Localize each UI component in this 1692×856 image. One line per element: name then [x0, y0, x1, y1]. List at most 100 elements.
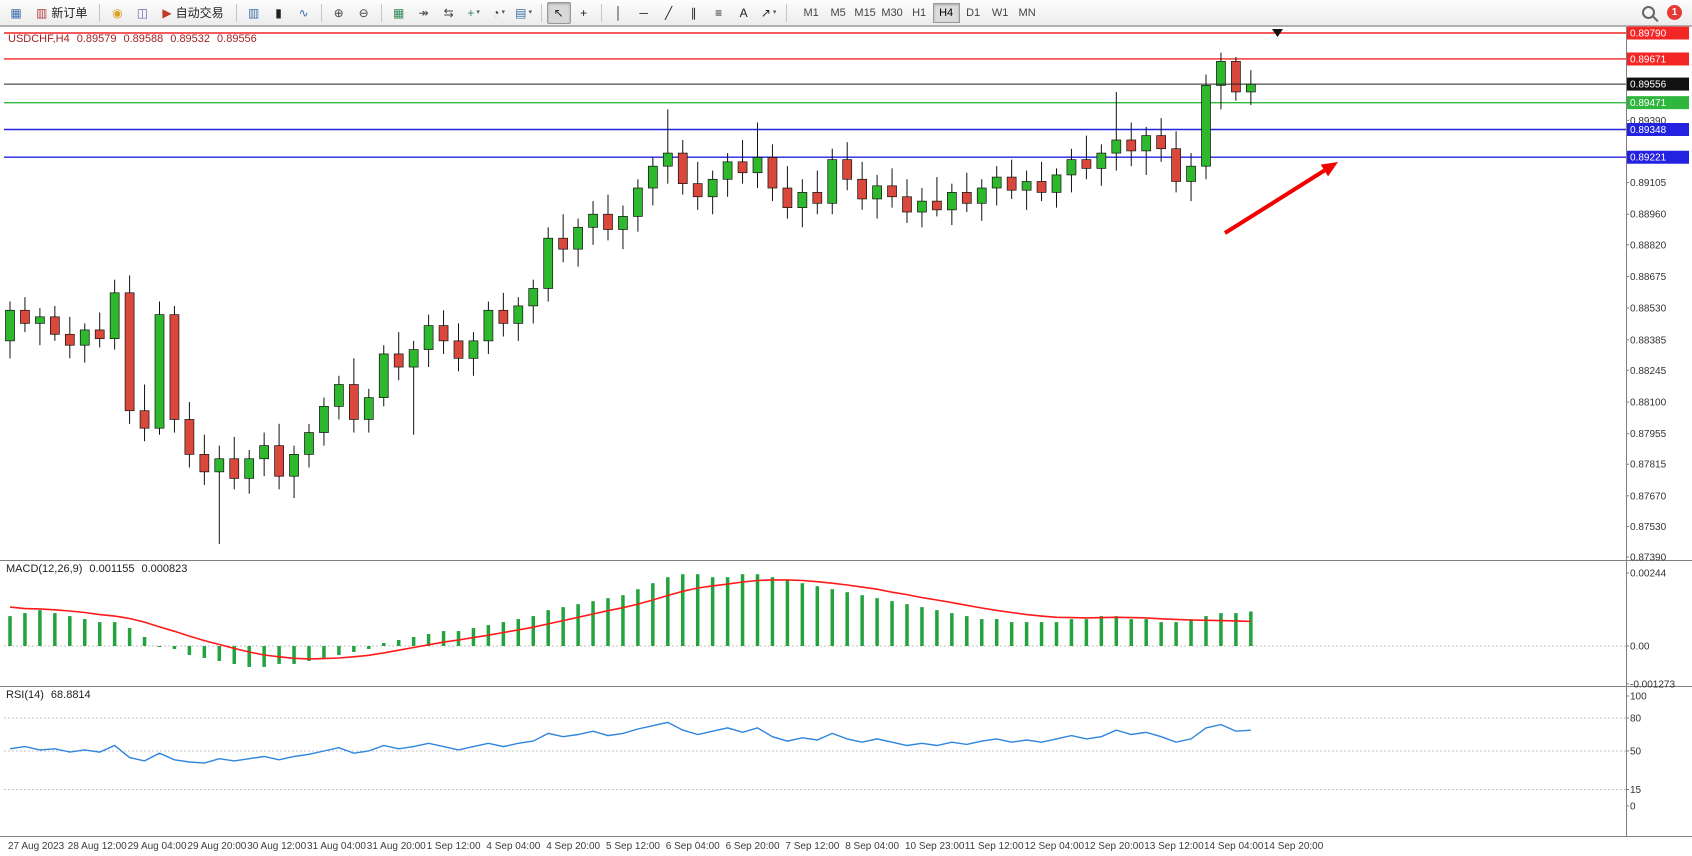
svg-text:0.88675: 0.88675	[1630, 272, 1667, 283]
fibonacci-icon[interactable]: ≡	[707, 2, 731, 24]
templates-icon[interactable]: ▤ ▾	[512, 2, 536, 24]
horizontal-lines[interactable]	[4, 32, 1626, 158]
timeframe-m30[interactable]: M30	[881, 6, 903, 19]
periods-icon-dropdown[interactable]: ▾	[501, 9, 505, 16]
low-value: 0.89532	[170, 33, 211, 45]
chart-shift-marker[interactable]	[1272, 29, 1283, 37]
timeframe-h1[interactable]: H1	[912, 6, 927, 19]
candlesticks	[5, 52, 1256, 544]
macd-panel: 0.00244 0.00 -0.001273	[4, 569, 1675, 691]
indicators-icon-dropdown[interactable]: ▾	[476, 9, 480, 16]
timeframe-mn[interactable]: MN	[1018, 6, 1036, 19]
autotrading-play-icon: ▶	[162, 5, 172, 20]
svg-text:0.88100: 0.88100	[1630, 397, 1667, 408]
notification-badge[interactable]: 1	[1667, 5, 1682, 20]
zoom-out-icon[interactable]: ⊖	[352, 2, 376, 24]
macd-signal-line	[9, 579, 1251, 660]
svg-text:0.89390: 0.89390	[1630, 116, 1667, 127]
svg-text:7 Sep 12:00: 7 Sep 12:00	[785, 841, 839, 852]
indicators-icon: +	[467, 5, 475, 20]
svg-text:0.89671: 0.89671	[1630, 54, 1667, 65]
indicators-icon[interactable]: + ▾	[462, 2, 486, 24]
svg-text:1 Sep 12:00: 1 Sep 12:00	[427, 841, 481, 852]
svg-text:0.89471: 0.89471	[1630, 98, 1667, 109]
svg-text:0.89348: 0.89348	[1630, 125, 1667, 136]
timeframe-d1[interactable]: D1	[966, 6, 981, 19]
rsi-line	[9, 721, 1251, 764]
chart-shift-icon[interactable]: ⇆	[437, 2, 461, 24]
timeframe-m1[interactable]: M1	[803, 6, 819, 19]
cursor-icon[interactable]: ↖	[546, 1, 571, 24]
text-label-icon[interactable]: A	[732, 2, 756, 24]
svg-text:0.87390: 0.87390	[1630, 553, 1667, 564]
svg-text:0.00244: 0.00244	[1630, 569, 1667, 580]
new-chart-icon[interactable]: ▦	[4, 2, 28, 24]
equidistant-channel-icon[interactable]: ∥	[682, 2, 706, 24]
svg-text:100: 100	[1630, 692, 1647, 703]
svg-text:0.88530: 0.88530	[1630, 304, 1667, 315]
templates-icon: ▤	[515, 5, 527, 20]
zoom-out-icon: ⊖	[358, 5, 369, 20]
candlestick-mode-icon[interactable]: ▮	[267, 2, 291, 24]
high-value: 0.89588	[123, 33, 164, 45]
crosshair-icon[interactable]: +	[572, 2, 596, 24]
line-chart-mode-icon[interactable]: ∿	[292, 2, 316, 24]
rsi-title: RSI(14)	[6, 689, 44, 701]
periods-icon: ◔	[492, 5, 500, 20]
vertical-line-icon[interactable]: │	[607, 2, 631, 24]
bar-chart-mode-icon[interactable]: ▥	[242, 2, 266, 24]
time-axis[interactable]: 27 Aug 2023 28 Aug 12:00 29 Aug 04:00 29 Au…	[8, 841, 1324, 852]
trend-arrow[interactable]	[1223, 162, 1338, 235]
order-ticket-icon: ▥	[36, 5, 48, 20]
fibonacci-icon: ≡	[715, 5, 723, 20]
templates-icon-dropdown[interactable]: ▾	[528, 9, 533, 16]
macd-title: MACD(12,26,9)	[6, 563, 83, 575]
arrows-icon[interactable]: ↗ ▾	[757, 2, 781, 24]
current-price-line: 0.89556	[4, 77, 1689, 91]
price-axis[interactable]: 0.89390 0.89105 0.88960 0.88820 0.88675 0.885…	[1626, 26, 1689, 564]
timeframe-m15[interactable]: M15	[854, 6, 876, 19]
svg-text:4 Sep 04:00: 4 Sep 04:00	[486, 841, 540, 852]
svg-text:80: 80	[1630, 714, 1642, 725]
tile-windows-icon[interactable]: ▦	[387, 2, 411, 24]
svg-text:5 Sep 12:00: 5 Sep 12:00	[606, 841, 660, 852]
svg-text:29 Aug 20:00: 29 Aug 20:00	[187, 841, 246, 852]
timeframe-h4[interactable]: H4	[932, 2, 960, 23]
auto-scroll-icon[interactable]: ↠	[412, 2, 436, 24]
market-watch-icon[interactable]: ◉	[105, 2, 129, 24]
periods-icon[interactable]: ◔ ▾	[487, 2, 511, 24]
data-window-icon[interactable]: ◫	[130, 2, 154, 24]
main-toolbar: ▦ ▥ 新订单 ◉ ◫ ▶ 自动交易 ▥ ▮ ∿ ⊕ ⊖ ▦ ↠ ⇆ + ▾ ◔ ▾ ▤ ▾ ↖ + │ ─ ╱ ∥ ≡ A ↗ ▾ M1 M5…	[0, 0, 1692, 26]
auto-scroll-icon: ↠	[418, 5, 429, 20]
new-order-button-label: 新订单	[51, 6, 88, 20]
toolbar-separator	[380, 3, 382, 22]
timeframe-m5[interactable]: M5	[830, 6, 846, 19]
svg-text:27 Aug 2023: 27 Aug 2023	[8, 841, 65, 852]
svg-text:0.88820: 0.88820	[1630, 240, 1667, 251]
zoom-in-icon[interactable]: ⊕	[327, 2, 351, 24]
svg-text:28 Aug 12:00: 28 Aug 12:00	[68, 841, 127, 852]
svg-text:0.88385: 0.88385	[1630, 335, 1667, 346]
svg-text:50: 50	[1630, 747, 1642, 758]
svg-text:13 Sep 12:00: 13 Sep 12:00	[1144, 841, 1204, 852]
new-order-button[interactable]: ▥ 新订单	[29, 2, 94, 24]
search-icon[interactable]	[1642, 6, 1655, 19]
horizontal-line-icon[interactable]: ─	[632, 2, 656, 24]
data-window-icon: ◫	[136, 5, 149, 20]
close-value: 0.89556	[217, 33, 257, 45]
timeframe-w1[interactable]: W1	[991, 6, 1009, 19]
trendline-icon: ╱	[664, 5, 673, 20]
symbol-ohlc-header: USDCHF,H4 0.89579 0.89588 0.89532 0.8955…	[8, 33, 257, 45]
arrows-icon-dropdown[interactable]: ▾	[772, 9, 777, 16]
svg-text:0.88960: 0.88960	[1630, 210, 1667, 221]
equidistant-channel-icon: ∥	[690, 5, 697, 20]
autotrading-button[interactable]: ▶ 自动交易	[155, 2, 230, 24]
svg-text:30 Aug 12:00: 30 Aug 12:00	[247, 841, 306, 852]
trendline-icon[interactable]: ╱	[657, 2, 681, 24]
svg-text:31 Aug 04:00: 31 Aug 04:00	[307, 841, 366, 852]
svg-text:0.87815: 0.87815	[1630, 460, 1667, 471]
svg-text:11 Sep 12:00: 11 Sep 12:00	[965, 841, 1024, 852]
macd-main-value: 0.001155	[89, 563, 135, 575]
bar-chart-mode-icon: ▥	[247, 5, 260, 20]
